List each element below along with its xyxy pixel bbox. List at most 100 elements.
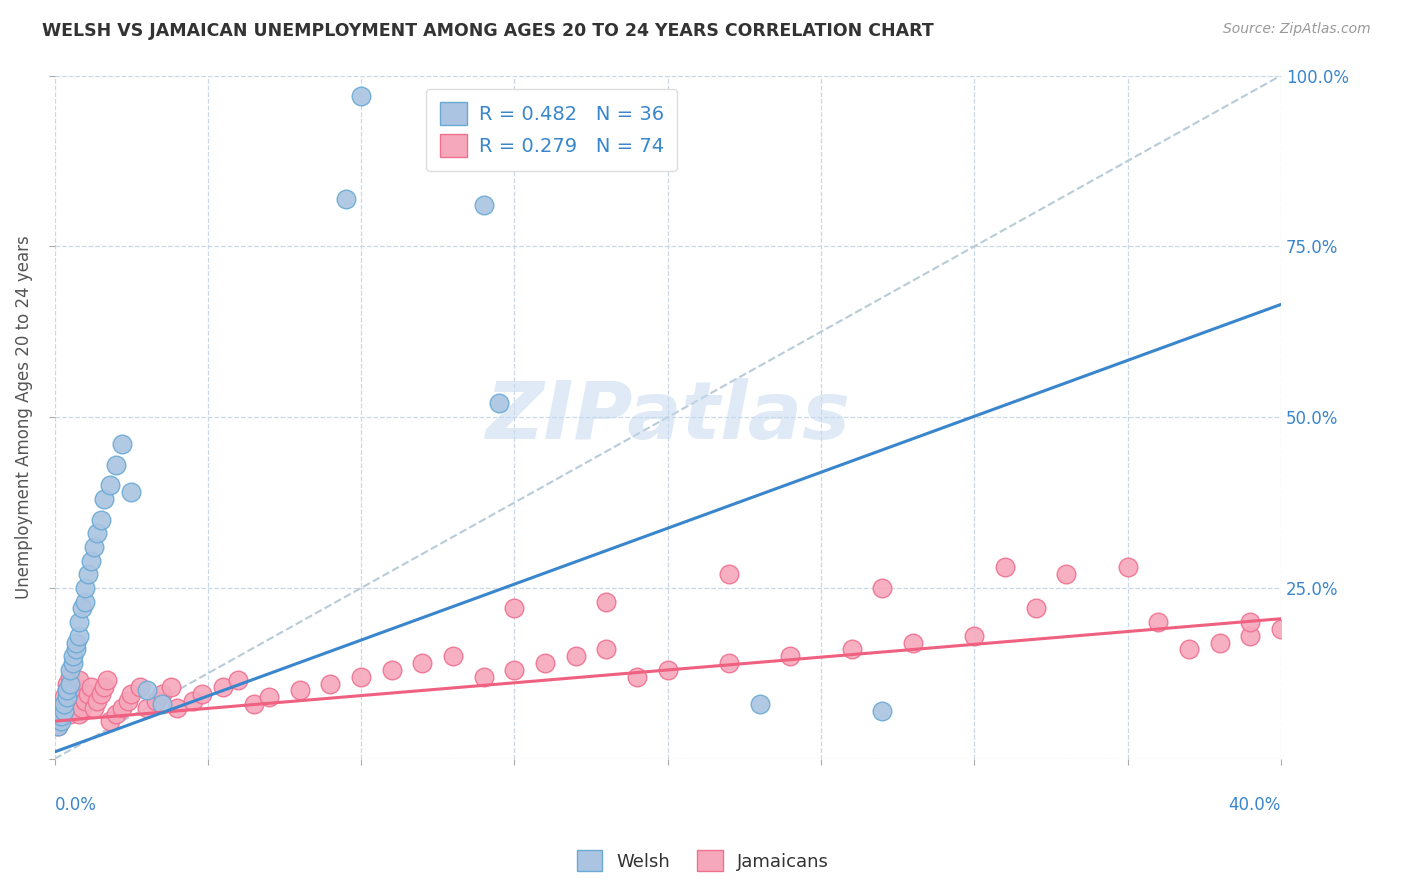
- Text: 40.0%: 40.0%: [1229, 797, 1281, 814]
- Point: [80, 680, 103, 694]
- Point: [626, 670, 648, 684]
- Point: [46, 714, 69, 729]
- Point: [135, 683, 157, 698]
- Point: [1270, 622, 1292, 636]
- Point: [872, 581, 894, 595]
- Point: [83, 540, 105, 554]
- Point: [75, 594, 97, 608]
- Point: [228, 673, 250, 688]
- Point: [150, 697, 173, 711]
- Point: [901, 635, 924, 649]
- Point: [243, 697, 266, 711]
- Point: [52, 697, 75, 711]
- Point: [65, 635, 87, 649]
- Point: [117, 694, 139, 708]
- Point: [89, 513, 111, 527]
- Point: [65, 680, 87, 694]
- Point: [83, 700, 105, 714]
- Point: [595, 642, 617, 657]
- Point: [65, 687, 87, 701]
- Point: [257, 690, 280, 705]
- Point: [104, 458, 127, 472]
- Point: [56, 676, 79, 690]
- Text: WELSH VS JAMAICAN UNEMPLOYMENT AMONG AGES 20 TO 24 YEARS CORRELATION CHART: WELSH VS JAMAICAN UNEMPLOYMENT AMONG AGE…: [42, 22, 934, 40]
- Point: [1239, 629, 1261, 643]
- Point: [994, 560, 1017, 574]
- Point: [59, 707, 82, 722]
- Point: [595, 594, 617, 608]
- Point: [120, 485, 142, 500]
- Point: [89, 687, 111, 701]
- Point: [49, 714, 72, 729]
- Point: [62, 694, 84, 708]
- Point: [49, 709, 72, 723]
- Point: [67, 629, 90, 643]
- Legend: Welsh, Jamaicans: Welsh, Jamaicans: [569, 843, 837, 879]
- Point: [350, 89, 373, 103]
- Point: [503, 601, 526, 615]
- Text: Source: ZipAtlas.com: Source: ZipAtlas.com: [1223, 22, 1371, 37]
- Point: [212, 680, 235, 694]
- Y-axis label: Unemployment Among Ages 20 to 24 years: Unemployment Among Ages 20 to 24 years: [15, 235, 32, 599]
- Point: [1025, 601, 1047, 615]
- Point: [56, 683, 79, 698]
- Point: [166, 700, 188, 714]
- Point: [98, 478, 121, 492]
- Point: [779, 649, 801, 664]
- Point: [1054, 567, 1077, 582]
- Point: [1147, 615, 1170, 629]
- Point: [718, 567, 741, 582]
- Point: [52, 704, 75, 718]
- Point: [111, 700, 134, 714]
- Point: [1208, 635, 1230, 649]
- Point: [59, 670, 82, 684]
- Point: [70, 601, 93, 615]
- Point: [488, 396, 510, 410]
- Point: [534, 656, 557, 670]
- Point: [52, 690, 75, 705]
- Point: [80, 554, 103, 568]
- Point: [1239, 615, 1261, 629]
- Point: [75, 694, 97, 708]
- Point: [381, 663, 404, 677]
- Point: [472, 198, 495, 212]
- Point: [93, 680, 115, 694]
- Point: [135, 700, 157, 714]
- Point: [86, 694, 108, 708]
- Point: [963, 629, 986, 643]
- Point: [841, 642, 863, 657]
- Point: [111, 437, 134, 451]
- Point: [657, 663, 679, 677]
- Point: [503, 663, 526, 677]
- Point: [75, 581, 97, 595]
- Point: [62, 649, 84, 664]
- Point: [872, 704, 894, 718]
- Point: [472, 670, 495, 684]
- Point: [104, 707, 127, 722]
- Point: [145, 694, 167, 708]
- Point: [441, 649, 464, 664]
- Point: [319, 676, 342, 690]
- Point: [93, 492, 115, 507]
- Point: [565, 649, 588, 664]
- Point: [160, 680, 183, 694]
- Point: [718, 656, 741, 670]
- Point: [49, 704, 72, 718]
- Point: [150, 687, 173, 701]
- Point: [59, 676, 82, 690]
- Point: [98, 714, 121, 729]
- Point: [77, 567, 100, 582]
- Point: [129, 680, 152, 694]
- Point: [52, 697, 75, 711]
- Point: [96, 673, 118, 688]
- Point: [65, 642, 87, 657]
- Point: [62, 656, 84, 670]
- Text: 0.0%: 0.0%: [55, 797, 97, 814]
- Point: [46, 719, 69, 733]
- Point: [49, 711, 72, 725]
- Point: [335, 192, 357, 206]
- Point: [62, 700, 84, 714]
- Point: [350, 670, 373, 684]
- Point: [748, 697, 770, 711]
- Point: [59, 663, 82, 677]
